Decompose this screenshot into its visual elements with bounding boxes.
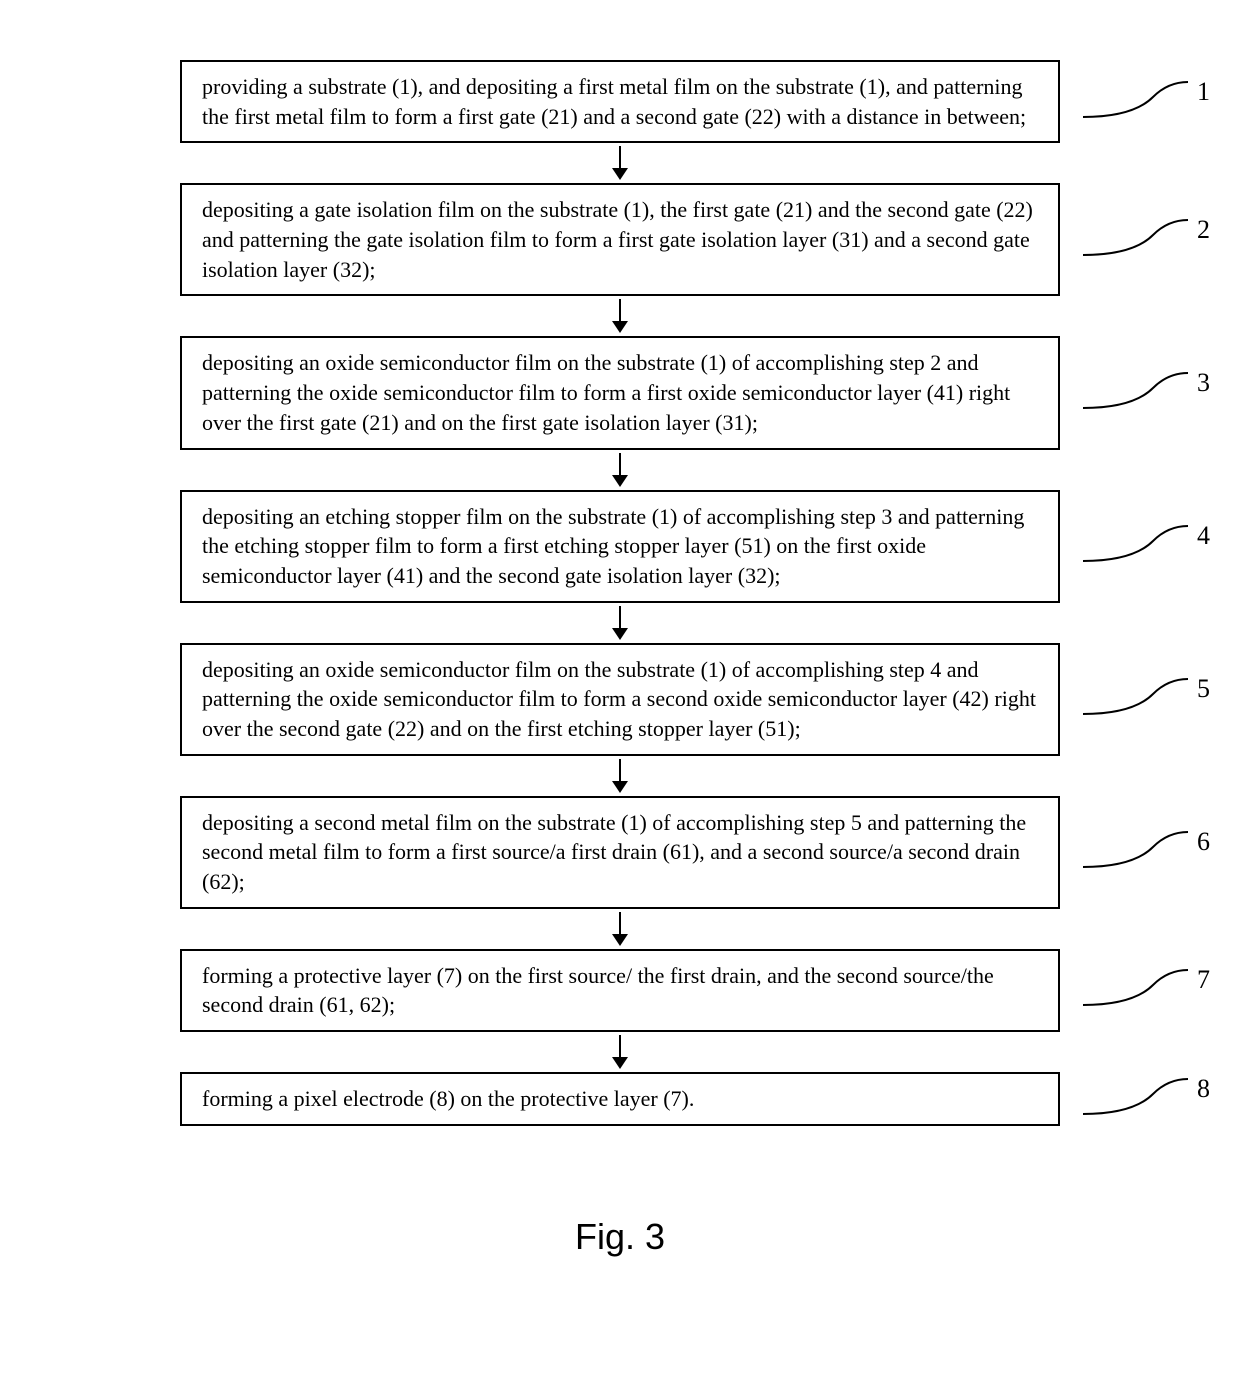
arrow-down-icon [612,756,628,796]
arrow-down-icon [612,603,628,643]
step-box-1: providing a substrate (1), and depositin… [180,60,1060,143]
figure-caption: Fig. 3 [40,1216,1200,1258]
step-wrapper-5: depositing an oxide semiconductor film o… [40,643,1200,796]
step-box-2: depositing a gate isolation film on the … [180,183,1060,296]
callout-label-7: 7 [1197,965,1210,995]
callout-label-1: 1 [1197,77,1210,107]
arrow-down-icon [612,296,628,336]
callout-8: 8 [1083,1074,1210,1124]
callout-4: 4 [1083,521,1210,571]
flowchart-container: providing a substrate (1), and depositin… [40,60,1200,1126]
callout-label-3: 3 [1197,368,1210,398]
arrow-down-icon [612,1032,628,1072]
step-wrapper-4: depositing an etching stopper film on th… [40,490,1200,643]
callout-3: 3 [1083,368,1210,418]
callout-1: 1 [1083,77,1210,127]
step-box-5: depositing an oxide semiconductor film o… [180,643,1060,756]
callout-label-8: 8 [1197,1074,1210,1104]
callout-label-4: 4 [1197,521,1210,551]
step-wrapper-3: depositing an oxide semiconductor film o… [40,336,1200,489]
callout-label-5: 5 [1197,674,1210,704]
step-box-6: depositing a second metal film on the su… [180,796,1060,909]
arrow-down-icon [612,909,628,949]
step-box-7: forming a protective layer (7) on the fi… [180,949,1060,1032]
callout-5: 5 [1083,674,1210,724]
arrow-down-icon [612,450,628,490]
step-box-8: forming a pixel electrode (8) on the pro… [180,1072,1060,1126]
step-wrapper-8: forming a pixel electrode (8) on the pro… [40,1072,1200,1126]
callout-label-6: 6 [1197,827,1210,857]
step-box-3: depositing an oxide semiconductor film o… [180,336,1060,449]
callout-6: 6 [1083,827,1210,877]
step-wrapper-2: depositing a gate isolation film on the … [40,183,1200,336]
callout-label-2: 2 [1197,215,1210,245]
step-box-4: depositing an etching stopper film on th… [180,490,1060,603]
callout-2: 2 [1083,215,1210,265]
callout-7: 7 [1083,965,1210,1015]
step-wrapper-6: depositing a second metal film on the su… [40,796,1200,949]
arrow-down-icon [612,143,628,183]
step-wrapper-7: forming a protective layer (7) on the fi… [40,949,1200,1072]
step-wrapper-1: providing a substrate (1), and depositin… [40,60,1200,183]
